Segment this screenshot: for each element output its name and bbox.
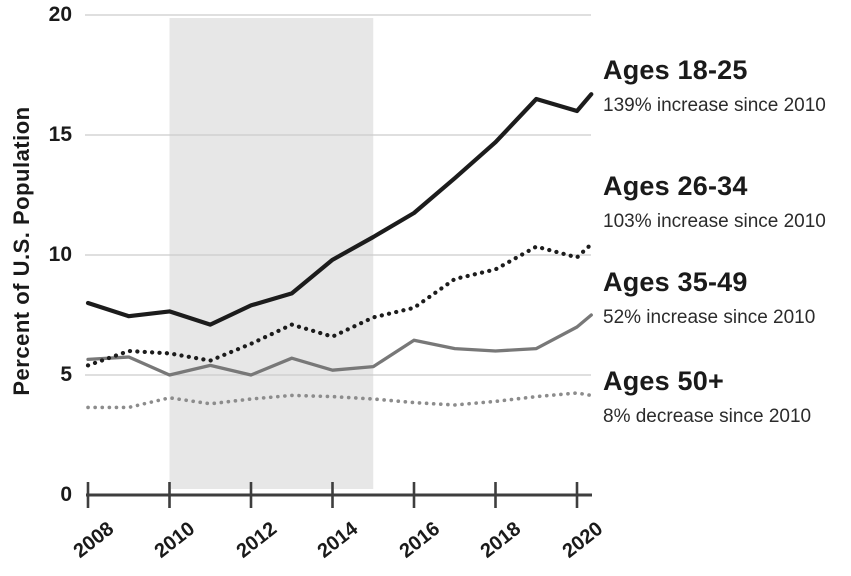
annotation-title: Ages 35-49: [603, 267, 748, 297]
annotation-subtitle: 139% increase since 2010: [603, 95, 826, 116]
series-ages-26-34: [85, 242, 594, 368]
highlight-band: [169, 18, 374, 489]
annotation-title: Ages 18-25: [603, 55, 748, 85]
series-ages-35-49: [86, 313, 593, 377]
annotation-ages-35-49: Ages 35-49 52% increase since 2010: [603, 267, 849, 329]
y-tick-label-20: 20: [48, 3, 72, 26]
y-tick-label-0: 0: [60, 483, 72, 506]
series-ages-18-25: [85, 92, 594, 327]
annotation-ages-26-34: Ages 26-34 103% increase since 2010: [603, 171, 849, 233]
annotation-ages-50-plus: Ages 50+ 8% decrease since 2010: [603, 366, 849, 428]
annotation-title: Ages 50+: [603, 366, 724, 396]
y-tick-label-15: 15: [48, 123, 72, 146]
y-tick-label-10: 10: [48, 243, 72, 266]
annotation-title: Ages 26-34: [603, 171, 748, 201]
annotation-subtitle: 103% increase since 2010: [603, 211, 826, 232]
annotation-ages-18-25: Ages 18-25 139% increase since 2010: [603, 55, 849, 117]
y-tick-label-5: 5: [60, 363, 72, 386]
annotation-subtitle: 8% decrease since 2010: [603, 406, 812, 427]
annotation-subtitle: 52% increase since 2010: [603, 307, 816, 328]
